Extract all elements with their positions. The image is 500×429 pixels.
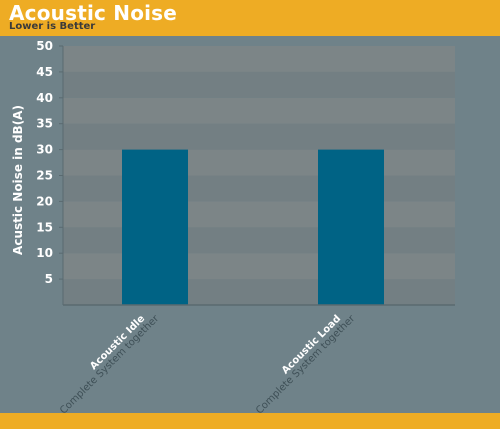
grid-band [63, 46, 455, 72]
grid-band [63, 201, 455, 228]
y-tick-label: 50 [36, 39, 53, 53]
x-category-main-label: Acoustic Load [280, 313, 343, 376]
grid-bands [63, 46, 455, 305]
bar [122, 149, 188, 305]
grid-band [63, 71, 455, 98]
chart-header: Acoustic Noise Lower is Better [0, 0, 500, 36]
grid-band [63, 253, 455, 280]
y-tick-label: 30 [36, 143, 53, 157]
grid-band [63, 279, 455, 305]
chart-subtitle: Lower is Better [9, 21, 96, 32]
y-tick-label: 5 [45, 272, 53, 286]
bar [318, 149, 384, 305]
y-tick-label: 10 [36, 246, 53, 260]
chart-title: Acoustic Noise [9, 1, 178, 25]
y-tick-label: 40 [36, 91, 53, 105]
x-category-sub-label: Complete System together [58, 313, 162, 417]
x-category-sub-label: Complete System together [254, 313, 358, 417]
y-tick-label: 15 [36, 220, 53, 234]
y-tick-label: 25 [36, 169, 53, 183]
grid-band [63, 97, 455, 124]
grid-band [63, 149, 455, 176]
grid-band [63, 227, 455, 254]
y-axis: 5 10 15 20 25 30 35 40 45 50 [36, 39, 64, 305]
chart-footer [0, 413, 500, 429]
y-tick-label: 45 [36, 65, 53, 79]
y-tick-label: 35 [36, 117, 53, 131]
bars [122, 149, 384, 305]
grid-band [63, 123, 455, 150]
y-axis-label: Acustic Noise in dB(A) [11, 105, 25, 255]
grid-band [63, 175, 455, 202]
y-tick-label: 20 [36, 194, 53, 208]
